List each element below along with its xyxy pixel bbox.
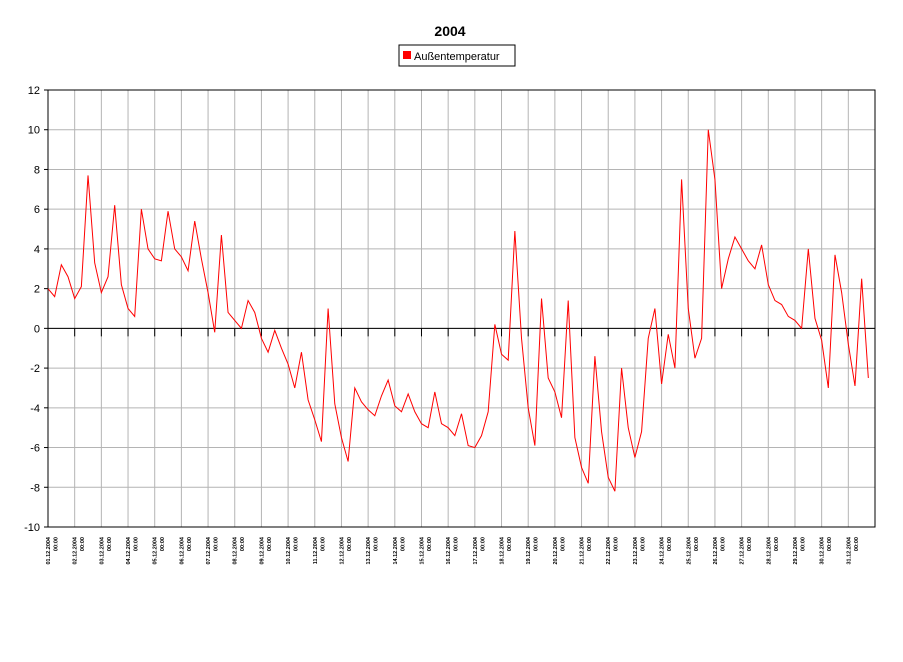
x-tick-label: 19.12.2004 00:00 (526, 536, 540, 564)
x-tick-label: 04.12.2004 00:00 (126, 536, 140, 564)
x-tick-label: 09.12.2004 00:00 (259, 536, 273, 564)
legend-box (398, 44, 516, 67)
x-tick-label: 24.12.2004 00:00 (660, 536, 674, 564)
x-tick-label: 17.12.2004 00:00 (473, 536, 487, 564)
x-tick-label: 16.12.2004 00:00 (446, 536, 460, 564)
x-tick-label: 20.12.2004 00:00 (553, 536, 567, 564)
y-tick-label: -6 (30, 443, 40, 455)
x-tick-label: 18.12.2004 00:00 (500, 536, 513, 564)
legend-label: Außentemperatur (414, 51, 500, 63)
x-tick-label: 30.12.2004 00:00 (820, 536, 834, 564)
x-tick-label: 12.12.2004 00:00 (339, 536, 353, 564)
line-series (47, 129, 869, 492)
plot-area (48, 90, 875, 527)
chart-title: 2004 (434, 23, 465, 39)
y-tick-label: 2 (34, 284, 40, 296)
x-tick-label: 10.12.2004 00:00 (286, 536, 300, 564)
x-tick-label: 15.12.2004 00:00 (419, 536, 433, 564)
x-tick-label: 26.12.2004 00:00 (713, 536, 727, 564)
x-tick-label: 22.12.2004 00:00 (606, 536, 620, 564)
x-tick-label: 27.12.2004 00:00 (740, 536, 754, 564)
x-tick-label: 31.12.2004 00:00 (846, 536, 860, 564)
x-tick-label: 28.12.2004 00:00 (766, 536, 780, 564)
x-tick-label: 13.12.2004 00:00 (366, 536, 380, 564)
legend: Außentemperatur (398, 44, 516, 67)
x-tick-label: 29.12.2004 00:00 (793, 536, 807, 564)
legend-swatch (403, 51, 411, 59)
x-tick-label: 02.12.2004 00:00 (73, 536, 87, 564)
y-tick-label: 8 (34, 164, 40, 176)
x-tick-label: 03.12.2004 00:00 (99, 536, 113, 564)
y-tick-label: -10 (24, 522, 40, 534)
x-tick-label: 23.12.2004 00:00 (633, 536, 647, 564)
y-tick-label: 10 (28, 125, 40, 137)
plot-border (47, 89, 876, 528)
x-tick-label: 08.12.2004 00:00 (233, 536, 247, 564)
y-tick-label: -2 (30, 363, 40, 375)
x-tick-label: 21.12.2004 00:00 (580, 536, 594, 564)
y-tick-label: 0 (34, 323, 40, 335)
y-tick-label: 4 (34, 244, 40, 256)
x-tick-label: 25.12.2004 00:00 (686, 536, 700, 564)
y-tick-label: 12 (28, 85, 40, 97)
x-tick-label: 11.12.2004 00:00 (313, 536, 327, 564)
x-tick-label: 05.12.2004 00:00 (153, 536, 167, 564)
x-tick-label: 14.12.2004 00:00 (393, 536, 407, 564)
y-tick-label: 6 (34, 204, 40, 216)
x-tick-label: 07.12.2004 00:00 (206, 536, 220, 564)
y-tick-label: -4 (30, 403, 40, 415)
x-tick-label: 01.12.2004 00:00 (46, 536, 60, 564)
x-tick-label: 06.12.2004 00:00 (179, 536, 193, 564)
y-tick-label: -8 (30, 482, 40, 494)
